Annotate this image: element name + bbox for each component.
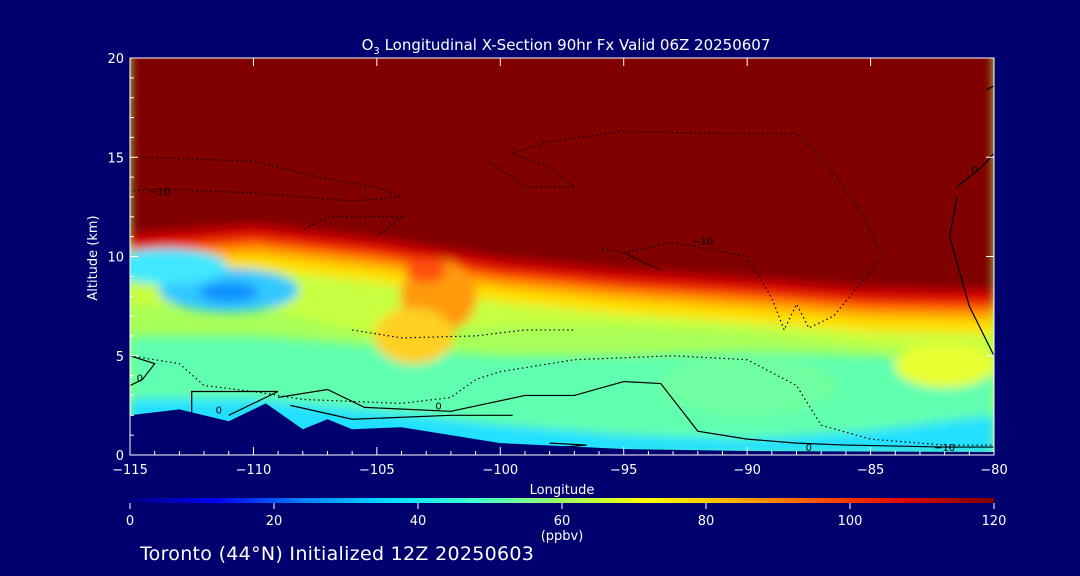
- contour-neg10-upper: [487, 152, 577, 188]
- terrain-mask: [130, 403, 994, 455]
- contour-zero-main: [278, 380, 994, 448]
- ozone-intrusion-core: [406, 258, 447, 283]
- y-tick-label: 0: [116, 449, 124, 464]
- ozone-intrusion-edge: [373, 307, 454, 364]
- contour-lines: [130, 85, 994, 450]
- contour-label: 0: [137, 374, 143, 385]
- contour-zero-east: [956, 152, 994, 188]
- colorbar-tick-label: 120: [982, 514, 1007, 529]
- colorbar-tick-label: 20: [266, 514, 283, 529]
- contour-zero-edge: [130, 355, 156, 387]
- contour-zero-east-down: [948, 196, 994, 357]
- band-70: [130, 268, 994, 360]
- y-axis: 0 5 10 15 20: [107, 52, 994, 464]
- contour-label: −10: [149, 187, 170, 198]
- y-tick-label: 20: [107, 52, 124, 67]
- x-tick-label: −85: [857, 463, 884, 478]
- contour-neg10-lower: [130, 355, 994, 446]
- contour-label: 0: [806, 443, 812, 454]
- chart-title: O3 Longitudinal X-Section 90hr Fx Valid …: [362, 36, 771, 57]
- x-tick-label: −110: [236, 463, 272, 478]
- colorbar-tick-label: 60: [554, 514, 571, 529]
- colorbar-ticks: 0 20 40 60 80 100 120: [126, 503, 1007, 529]
- low-ozone-core: [198, 282, 259, 303]
- y-tick-label: 5: [116, 350, 124, 365]
- band-stratosphere: [130, 58, 994, 293]
- mid-patch: [657, 355, 838, 416]
- colorbar-tick-label: 80: [698, 514, 715, 529]
- y-tick-label: 15: [107, 151, 124, 166]
- contour-label: −10: [934, 443, 955, 454]
- x-axis: −115 −110 −105 −100 −95 −90 −85 −80: [112, 58, 1008, 478]
- colorbar-unit: (ppbv): [541, 529, 584, 544]
- plot-area: −10 −10 −10 0 0 0 0 0: [130, 58, 994, 455]
- east-patch: [894, 343, 994, 388]
- contour-label: 0: [216, 405, 222, 416]
- band-90: [130, 244, 994, 323]
- x-tick-label: −105: [359, 463, 395, 478]
- contour-zero-top: [986, 85, 994, 91]
- footer-caption: Toronto (44°N) Initialized 12Z 20250603: [140, 543, 535, 565]
- colorbar-tick-label: 40: [410, 514, 427, 529]
- band-120: [130, 224, 994, 305]
- x-tick-label: −90: [733, 463, 760, 478]
- y-axis-label: Altitude (km): [86, 215, 101, 300]
- band-80: [130, 254, 994, 336]
- colorbar-tick-label: 100: [838, 514, 863, 529]
- contour-neg10-east: [512, 130, 884, 332]
- contour-neg10-west: [130, 156, 402, 202]
- colorbar-ramp: [130, 498, 994, 503]
- x-tick-label: −80: [980, 463, 1007, 478]
- x-tick-label: −95: [610, 463, 637, 478]
- y-tick-label: 10: [107, 251, 124, 266]
- x-axis-label: Longitude: [530, 483, 595, 498]
- concentration-field: [130, 58, 994, 455]
- contour-neg10-west2: [302, 216, 404, 238]
- low-ozone-halo: [130, 248, 228, 285]
- contour-label: −10: [692, 237, 713, 248]
- x-tick-label: −100: [482, 463, 518, 478]
- colorbar: 0 20 40 60 80 100 120 (ppbv): [126, 498, 1007, 544]
- contour-label: 0: [435, 401, 441, 412]
- contour-labels: −10 −10 −10 0 0 0 0 0: [137, 165, 978, 454]
- colorbar-tick-label: 0: [126, 514, 134, 529]
- contour-neg10-mid: [352, 329, 575, 339]
- contour-zero-lower: [290, 404, 513, 420]
- contour-zero-a: [191, 390, 279, 416]
- contour-label: 0: [971, 165, 977, 176]
- x-tick-label: −115: [112, 463, 148, 478]
